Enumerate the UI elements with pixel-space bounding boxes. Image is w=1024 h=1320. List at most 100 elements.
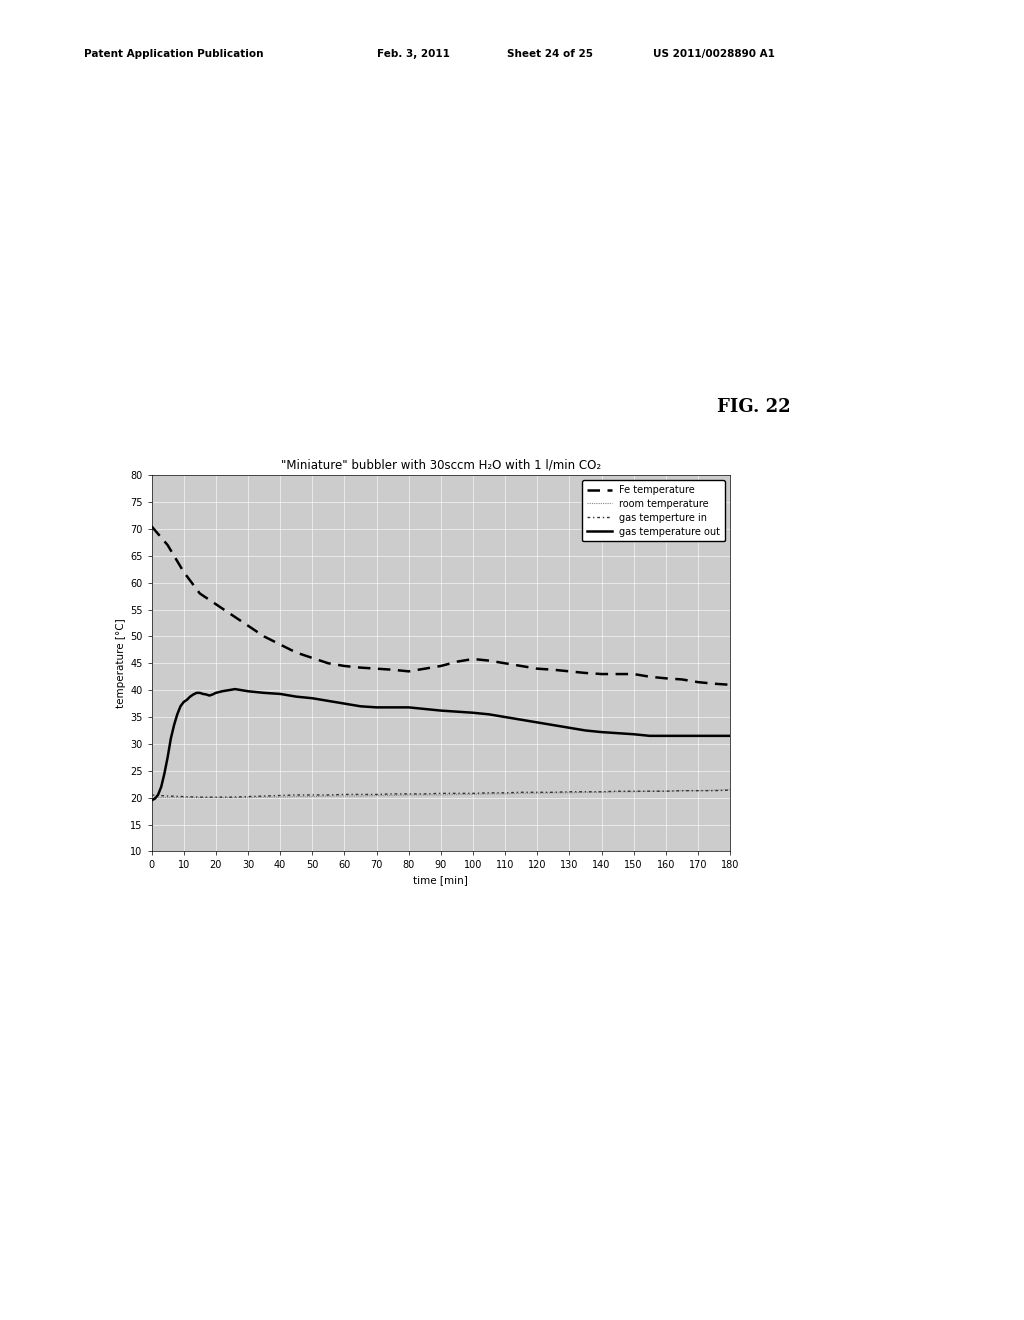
Text: FIG. 22: FIG. 22 [717,397,791,416]
Fe temperature [354,660,367,676]
Fe temperature [708,676,720,692]
gas temperture in [402,785,415,801]
gas temperature out [434,702,446,718]
Fe temperature [145,519,158,535]
Fe temperature [290,644,302,660]
room temperature [338,788,350,804]
room temperature [371,788,383,804]
Line: Fe temperature: Fe temperature [152,527,730,685]
gas temperture in [692,783,705,799]
gas temperture in [708,783,720,799]
room temperature [692,783,705,799]
Fe temperature [644,669,656,685]
gas temperture in [225,789,238,805]
Fe temperature [483,652,496,668]
room temperature [467,787,479,803]
gas temperature out [531,714,544,730]
Text: Sheet 24 of 25: Sheet 24 of 25 [507,49,593,59]
room temperature [145,789,158,805]
Text: US 2011/0028890 A1: US 2011/0028890 A1 [653,49,775,59]
room temperature [547,785,559,801]
gas temperture in [724,783,736,799]
Fe temperature [194,586,206,602]
gas temperture in [499,785,511,801]
room temperature [434,787,446,803]
Fe temperature [338,659,350,675]
gas temperture in [354,787,367,803]
Fe temperature [499,656,511,672]
gas temperture in [659,783,672,799]
Fe temperature [563,664,575,680]
room temperature [274,789,287,805]
Line: room temperature: room temperature [152,789,730,797]
room temperature [724,781,736,797]
Title: "Miniature" bubbler with 30sccm H₂O with 1 l/min CO₂: "Miniature" bubbler with 30sccm H₂O with… [281,458,601,471]
Fe temperature [386,661,398,677]
gas temperture in [547,784,559,800]
Y-axis label: temperature [°C]: temperature [°C] [116,619,126,708]
gas temperature out [354,698,367,714]
Fe temperature [402,664,415,680]
room temperature [531,785,544,801]
gas temperature out [148,791,161,807]
room temperature [419,787,431,803]
room temperature [177,789,189,805]
Fe temperature [419,661,431,677]
Fe temperature [724,677,736,693]
Fe temperature [162,537,174,553]
gas temperture in [338,787,350,803]
room temperature [451,787,463,803]
gas temperture in [419,785,431,801]
room temperature [225,789,238,805]
room temperature [386,788,398,804]
Fe temperature [225,607,238,623]
Text: Patent Application Publication: Patent Application Publication [84,49,263,59]
Fe temperature [177,564,189,579]
Fe temperature [306,649,318,665]
room temperature [162,789,174,805]
gas temperture in [595,784,607,800]
Legend: Fe temperature, room temperature, gas temperture in, gas temperature out: Fe temperature, room temperature, gas te… [583,480,725,541]
gas temperture in [258,788,270,804]
gas temperture in [323,787,335,803]
Fe temperature [628,667,640,682]
Fe temperature [274,636,287,652]
room temperature [595,784,607,800]
gas temperture in [515,784,527,800]
gas temperture in [274,788,287,804]
room temperature [676,783,688,799]
gas temperture in [242,788,254,804]
Fe temperature [434,659,446,675]
Fe temperature [371,661,383,677]
Fe temperature [210,597,222,612]
room temperature [242,789,254,805]
Text: Feb. 3, 2011: Feb. 3, 2011 [377,49,450,59]
gas temperature out [210,685,222,701]
room temperature [611,784,624,800]
gas temperture in [145,787,158,803]
gas temperture in [628,783,640,799]
room temperature [258,789,270,805]
gas temperture in [451,785,463,801]
gas temperture in [306,787,318,803]
Fe temperature [323,656,335,672]
room temperature [290,788,302,804]
Fe temperature [258,628,270,644]
gas temperture in [611,783,624,799]
room temperature [499,785,511,801]
room temperature [644,783,656,799]
room temperature [354,788,367,804]
room temperature [659,783,672,799]
gas temperature out [145,792,158,808]
gas temperture in [644,783,656,799]
gas temperture in [580,784,592,800]
gas temperture in [467,785,479,801]
gas temperture in [162,788,174,804]
gas temperture in [177,788,189,804]
gas temperture in [434,785,446,801]
room temperature [194,789,206,805]
room temperature [306,788,318,804]
room temperature [628,784,640,800]
gas temperture in [483,785,496,801]
Fe temperature [467,651,479,667]
